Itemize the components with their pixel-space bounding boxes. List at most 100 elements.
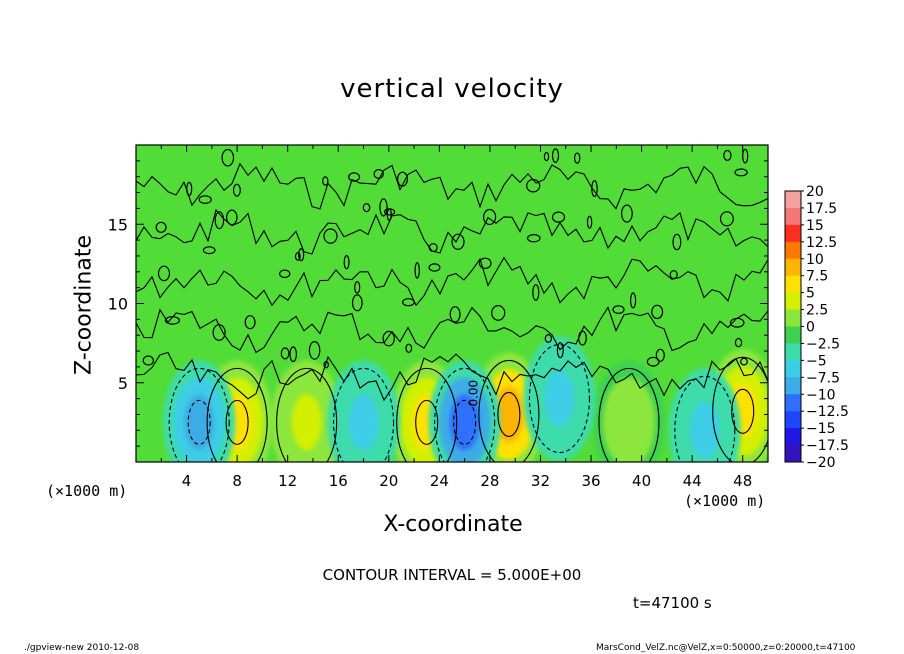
small-contour-25 xyxy=(379,198,388,217)
small-contour-36 xyxy=(186,181,193,196)
upper-contour-line-4 xyxy=(136,351,768,402)
contour-interval-label: CONTOUR INTERVAL = 5.000E+00 xyxy=(322,566,582,584)
x-tick-label: 16 xyxy=(329,472,348,490)
colorbar-label: −12.5 xyxy=(806,404,849,420)
small-contour-2 xyxy=(586,215,593,229)
small-contour-15 xyxy=(543,151,550,162)
small-contour-57 xyxy=(280,347,290,360)
small-contour-13 xyxy=(526,233,541,243)
positive-zone-3-contour xyxy=(478,359,540,462)
negative-zone-1-contour xyxy=(332,367,395,462)
negative-zone-3-contour xyxy=(528,344,590,454)
x-tick-label: 32 xyxy=(531,472,550,490)
x-unit-label-right: (×1000 m) xyxy=(684,492,766,510)
colorbar-swatch-3 xyxy=(785,241,801,260)
negative-zone-0-contour xyxy=(168,367,230,462)
negative-zone-0-inner-contour xyxy=(187,399,211,445)
colorbar-label: 5 xyxy=(806,286,815,302)
small-contour-30 xyxy=(651,304,664,320)
footer-right: MarsCond_VelZ.nc@VelZ,x=0:50000,z=0:2000… xyxy=(596,643,856,653)
negative-zone-4-level-2 xyxy=(689,402,720,459)
small-contour-41 xyxy=(532,284,540,301)
x-tick-label: 44 xyxy=(683,472,702,490)
negative-zone-0-level-2 xyxy=(184,394,215,451)
chart-title: vertical velocity xyxy=(340,74,564,104)
small-contour-63 xyxy=(629,292,637,309)
small-contour-44 xyxy=(382,330,395,347)
small-contour-55 xyxy=(322,176,329,186)
upper-contour-line-1 xyxy=(136,208,768,255)
small-contour-21 xyxy=(574,152,581,164)
x-tick-label: 4 xyxy=(182,472,192,490)
small-contour-18 xyxy=(298,248,305,262)
x-unit-label-left: (×1000 m) xyxy=(46,482,128,500)
small-contour-22 xyxy=(449,306,461,323)
negative-zone-4-contour xyxy=(674,375,736,462)
colorbar-swatch-13 xyxy=(785,411,801,429)
small-contour-43 xyxy=(491,305,506,321)
small-contour-16 xyxy=(323,361,329,369)
small-contour-33 xyxy=(362,203,371,213)
small-contour-35 xyxy=(348,172,361,182)
small-contour-27 xyxy=(646,356,660,367)
y-tick-label: 10 xyxy=(108,295,128,314)
colorbar-label: 10 xyxy=(806,252,824,268)
colorbar-label: 7.5 xyxy=(806,269,828,285)
small-contour-12 xyxy=(289,346,298,363)
colorbar-label: 17.5 xyxy=(806,201,837,217)
small-contour-31 xyxy=(164,316,180,325)
positive-zone-0-contour xyxy=(206,367,268,462)
colorbar-swatch-15 xyxy=(785,445,801,463)
small-contour-8 xyxy=(244,315,256,330)
small-contour-6 xyxy=(323,228,338,244)
colorbar-swatch-8 xyxy=(785,326,801,344)
colorbar-label: −15 xyxy=(806,421,836,437)
colorbar-swatch-0 xyxy=(785,191,801,209)
small-contour-17 xyxy=(279,269,291,279)
colorbar-swatch-14 xyxy=(785,428,801,446)
colorbar-label: −5 xyxy=(806,353,827,369)
small-contour-19 xyxy=(157,265,171,282)
small-contour-38 xyxy=(655,348,665,362)
small-contour-68 xyxy=(226,209,238,226)
small-contour-62 xyxy=(451,233,465,250)
small-contour-4 xyxy=(402,298,415,307)
small-contour-5 xyxy=(729,317,745,328)
colorbar-label: 15 xyxy=(806,218,824,234)
small-contour-51 xyxy=(591,180,598,198)
positive-zone-1-contour xyxy=(276,367,338,462)
x-tick-label: 28 xyxy=(480,472,499,490)
small-contour-7 xyxy=(672,233,682,251)
colorbar-label: −17.5 xyxy=(806,438,849,454)
x-tick-label: 40 xyxy=(632,472,651,490)
small-contour-61 xyxy=(405,343,413,353)
small-contour-58 xyxy=(544,334,553,344)
upper-contour-line-2 xyxy=(136,256,768,307)
small-contour-3 xyxy=(414,262,420,279)
contour-layer xyxy=(136,148,768,462)
time-label: t=47100 s xyxy=(633,594,712,612)
positive-zone-4-level-2 xyxy=(613,394,644,451)
negative-zone-2-contour xyxy=(434,367,496,462)
small-contour-0 xyxy=(202,246,216,255)
x-tick-label: 20 xyxy=(379,472,398,490)
colorbar-swatch-11 xyxy=(785,377,801,395)
small-contour-53 xyxy=(214,211,225,230)
positive-zone-2-contour xyxy=(396,367,458,462)
negative-zone-3-level-2 xyxy=(544,370,575,427)
small-contour-45 xyxy=(742,148,749,164)
colorbar-label: −7.5 xyxy=(806,370,840,386)
positive-zone-3-level-2 xyxy=(493,386,524,443)
small-contour-66 xyxy=(155,221,167,233)
contour-value-annotation: 0.00 xyxy=(466,380,480,407)
small-contour-64 xyxy=(308,341,321,360)
small-contour-11 xyxy=(142,355,154,366)
positive-zone-2-inner-contour xyxy=(415,399,439,445)
negative-zone-1-level-2 xyxy=(348,394,379,451)
x-axis-ticks: 4 8 12 16 20 24 28 32 36 40 44 48 xyxy=(160,145,752,490)
small-contour-69 xyxy=(612,305,625,315)
colorbar-label: 0 xyxy=(806,320,815,336)
field-layer xyxy=(163,336,768,462)
y-tick-label: 5 xyxy=(118,374,128,393)
small-contour-60 xyxy=(397,171,409,187)
